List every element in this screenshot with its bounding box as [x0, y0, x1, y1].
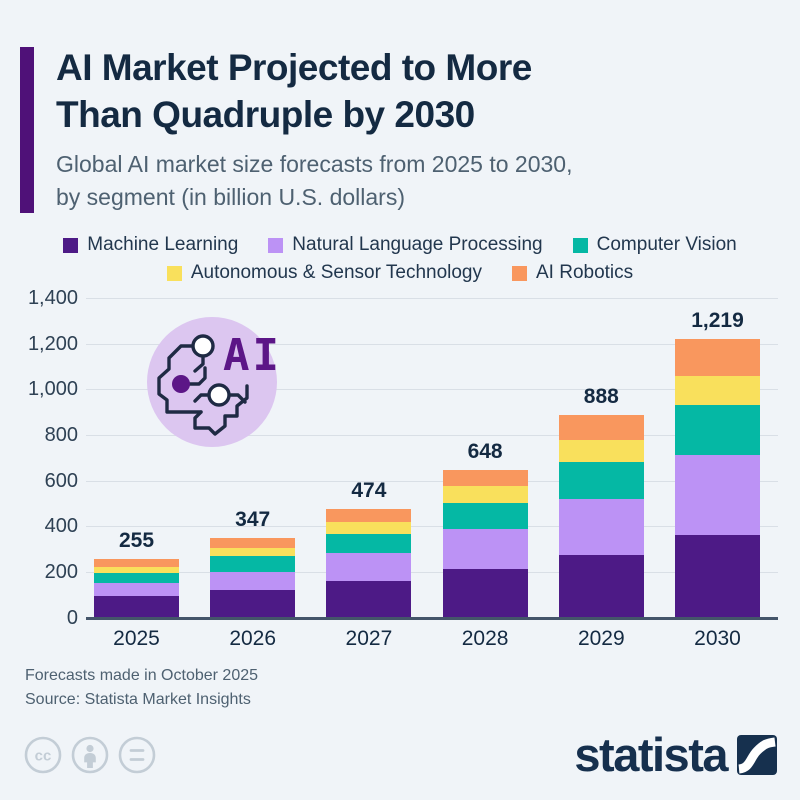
legend-label: Autonomous & Sensor Technology: [190, 262, 482, 283]
legend-item: Autonomous & Sensor Technology: [166, 262, 482, 284]
bar-total-label: 255: [118, 529, 155, 553]
bar-segment: [442, 486, 528, 503]
gridline: [86, 434, 778, 436]
bar-segment: [210, 590, 296, 618]
ai-badge-text: AI: [223, 330, 281, 381]
bar-segment: [442, 528, 528, 569]
bar-segment: [558, 440, 644, 463]
x-axis-label: 2027: [345, 627, 393, 650]
gridline: [86, 571, 778, 573]
gridline: [86, 343, 778, 345]
forecast-note: Forecasts made in October 2025: [25, 667, 259, 684]
legend-item: AI Robotics: [512, 262, 633, 284]
x-axis-label: 2028: [461, 627, 509, 650]
bar-segment: [442, 469, 528, 487]
bar-segment: [94, 559, 179, 567]
bar-segment: [558, 462, 644, 499]
bar-segment: [675, 455, 760, 536]
x-axis-label: 2025: [113, 627, 160, 650]
bar-total-label: 1,219: [691, 309, 744, 333]
y-axis-tick-label: 1,200: [27, 332, 78, 355]
bar-segment: [210, 556, 296, 572]
legend-label: Machine Learning: [87, 234, 239, 255]
statista-logo-text: statista: [574, 728, 728, 781]
bar-total-label: 888: [583, 384, 619, 408]
bar-segment: [675, 339, 760, 377]
x-axis-label: 2030: [694, 627, 741, 650]
y-axis-tick-label: 600: [44, 469, 78, 492]
bar-segment: [675, 535, 760, 618]
title-line-2: Than Quadruple by 2030: [56, 94, 475, 135]
bar-segment: [558, 554, 644, 618]
source-note: Source: Statista Market Insights: [25, 691, 251, 708]
statista-logo-mark: [737, 735, 777, 775]
legend-item: Machine Learning: [63, 234, 238, 256]
gridline: [86, 298, 778, 300]
bar-segment: [326, 533, 412, 553]
ai-brain-illustration: AI: [143, 316, 281, 454]
title-line-1: AI Market Projected to More: [56, 47, 532, 88]
bar-segment: [326, 580, 412, 618]
bar-segment: [210, 571, 296, 591]
x-axis-line: [86, 616, 778, 620]
bar-total-label: 474: [351, 479, 387, 503]
bar-segment: [442, 502, 528, 529]
title-accent-bar: [20, 47, 34, 213]
circuit-node-filled: [172, 375, 190, 393]
chart-legend: Machine Learning Natural Language Process…: [0, 232, 800, 286]
subtitle-line-2: by segment (in billion U.S. dollars): [56, 184, 405, 210]
license-icons[interactable]: cc: [23, 734, 165, 781]
legend-swatch: [63, 237, 79, 253]
circuit-node-top: [191, 334, 215, 358]
bar-segment: [675, 404, 760, 455]
legend-swatch: [572, 237, 588, 253]
legend-item: Natural Language Processing: [268, 234, 543, 256]
legend-swatch: [268, 237, 284, 253]
circuit-node-mid: [207, 383, 231, 407]
bar-segment: [675, 376, 760, 405]
bar-segment: [94, 596, 179, 618]
bar-segment: [210, 548, 296, 557]
bar-segment: [94, 582, 179, 597]
bar-segment: [326, 509, 412, 522]
bar-segment: [326, 552, 412, 581]
svg-text:cc: cc: [35, 748, 52, 765]
y-axis-tick-label: 1,400: [27, 287, 78, 310]
y-axis-tick-label: 1,000: [27, 378, 78, 401]
subtitle: Global AI market size forecasts from 202…: [56, 148, 776, 214]
bar-total-label: 648: [467, 439, 503, 463]
bar-segment: [558, 498, 644, 555]
subtitle-line-1: Global AI market size forecasts from 202…: [56, 151, 573, 177]
y-axis-tick-label: 0: [66, 606, 78, 629]
legend-label: Natural Language Processing: [292, 234, 543, 255]
x-axis-label: 2026: [229, 627, 277, 650]
gridline: [86, 480, 778, 482]
legend-label: Computer Vision: [596, 234, 737, 255]
cc-icon: [24, 736, 62, 774]
y-axis-tick-label: 200: [44, 560, 78, 583]
legend-swatch: [512, 265, 527, 281]
legend-item: Computer Vision: [572, 234, 737, 256]
bar-segment: [442, 568, 528, 618]
footer-notes: Forecasts made in October 2025 Source: S…: [25, 664, 258, 712]
bar-segment: [558, 414, 644, 441]
legend-swatch: [166, 265, 182, 281]
bar-segment: [94, 573, 179, 583]
gridline: [86, 526, 778, 528]
bar-segment: [210, 538, 296, 549]
statista-logo[interactable]: statista: [574, 728, 777, 781]
y-axis-tick-label: 800: [44, 423, 78, 446]
bar-segment: [94, 566, 179, 574]
attribution-icon: [71, 736, 109, 774]
page-title: AI Market Projected to More Than Quadrup…: [56, 44, 776, 138]
bar-segment: [326, 521, 412, 534]
x-axis-label: 2029: [577, 627, 625, 650]
equal-icon: [118, 736, 156, 774]
bar-total-label: 347: [235, 508, 271, 532]
gridline: [86, 389, 778, 391]
legend-label: AI Robotics: [536, 262, 634, 283]
y-axis-tick-label: 400: [44, 515, 78, 538]
